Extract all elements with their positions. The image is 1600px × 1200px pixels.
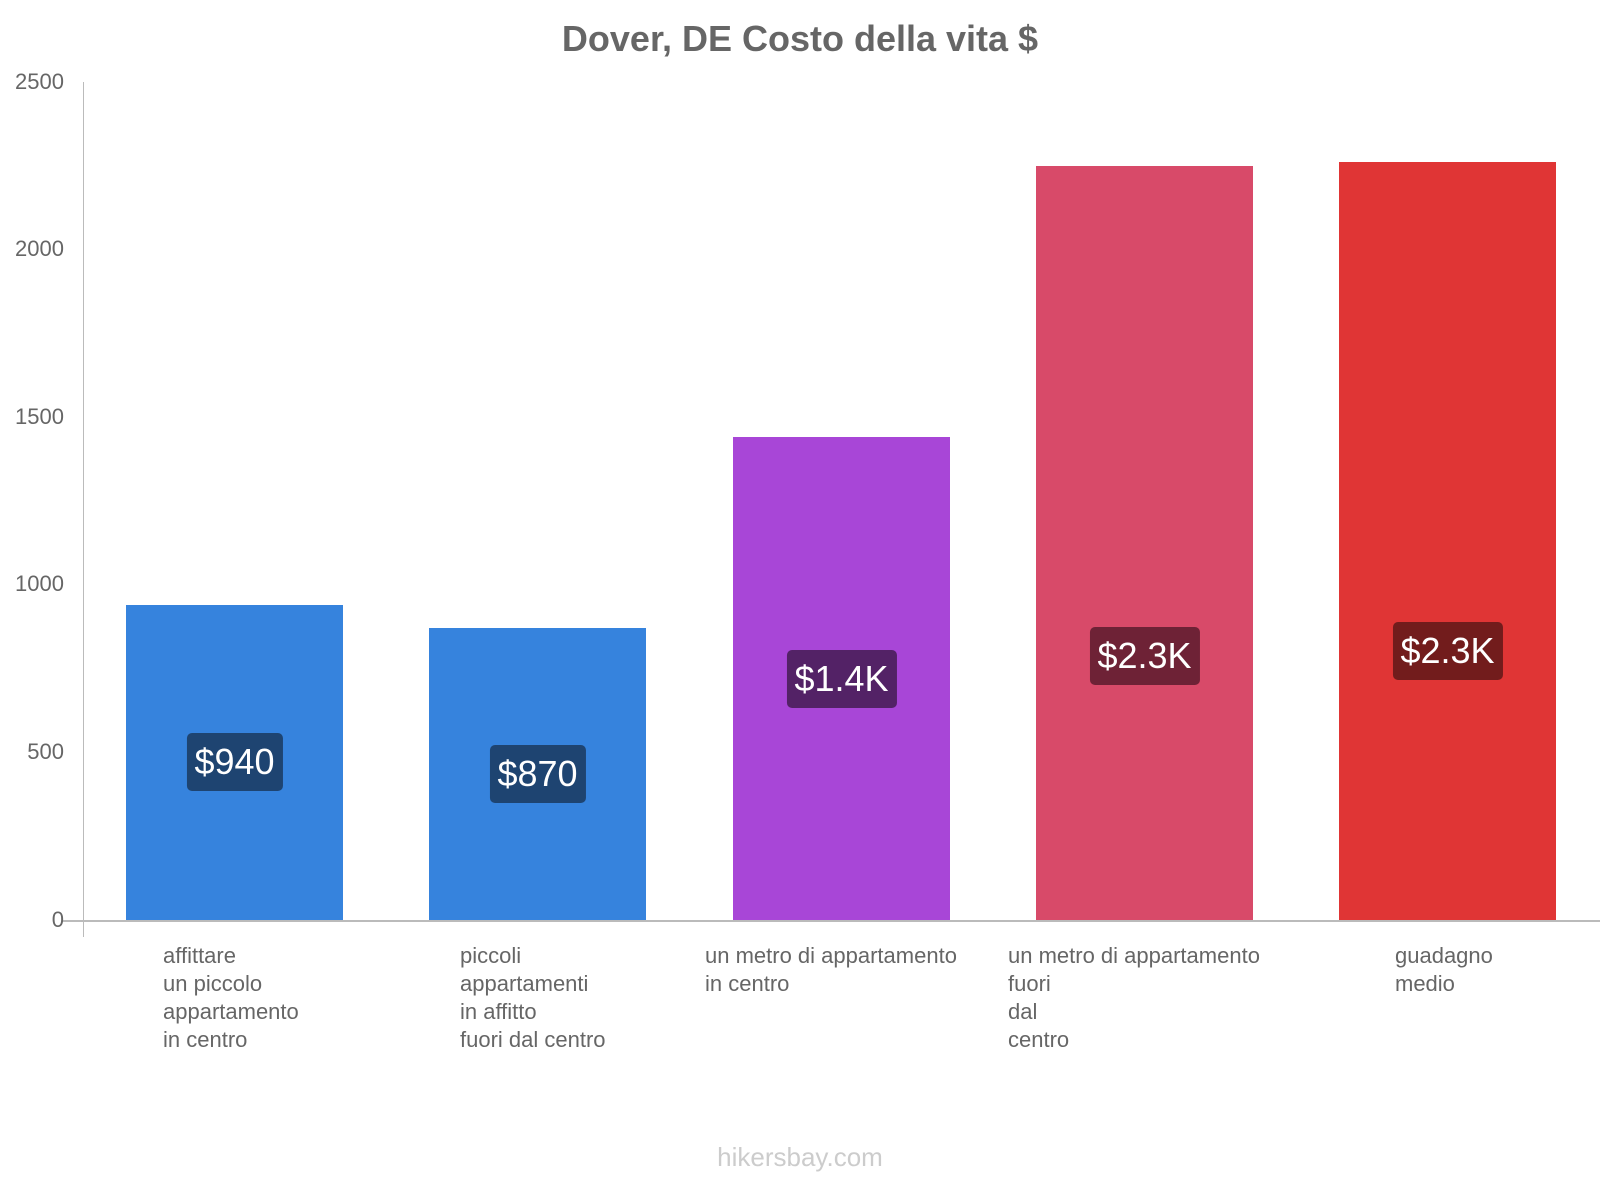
y-tick-label: 1000 (15, 571, 64, 596)
y-tick-label: 2500 (15, 69, 64, 94)
y-tick-label: 2000 (15, 236, 64, 261)
bar-value-label: $870 (489, 745, 586, 804)
bar: $2.3K (1036, 165, 1253, 920)
x-axis-line (62, 920, 1600, 922)
y-tick-label: 0 (51, 907, 64, 932)
bar: $1.4K (733, 437, 950, 920)
bar-value-label: $1.4K (786, 649, 897, 708)
bar-value-label: $940 (186, 733, 283, 792)
bar: $940 (126, 604, 343, 920)
bar-value-label: $2.3K (1089, 626, 1200, 685)
bar: $870 (429, 628, 646, 920)
x-tick-label: un metro di appartamento fuori dal centr… (1008, 943, 1260, 1052)
y-axis-line (83, 82, 84, 937)
y-tick-label: 500 (27, 739, 64, 764)
bar-value-label: $2.3K (1392, 621, 1503, 680)
watermark: hikersbay.com (717, 1142, 883, 1172)
chart-title: Dover, DE Costo della vita $ (561, 18, 1039, 59)
y-tick-label: 1500 (15, 404, 64, 429)
x-tick-label: affittare un piccolo appartamento in cen… (163, 943, 299, 1052)
x-tick-label: guadagno medio (1395, 943, 1493, 996)
bar: $2.3K (1339, 162, 1556, 920)
x-tick-label: un metro di appartamento in centro (705, 943, 957, 996)
x-tick-label: piccoli appartamenti in affitto fuori da… (460, 943, 606, 1052)
